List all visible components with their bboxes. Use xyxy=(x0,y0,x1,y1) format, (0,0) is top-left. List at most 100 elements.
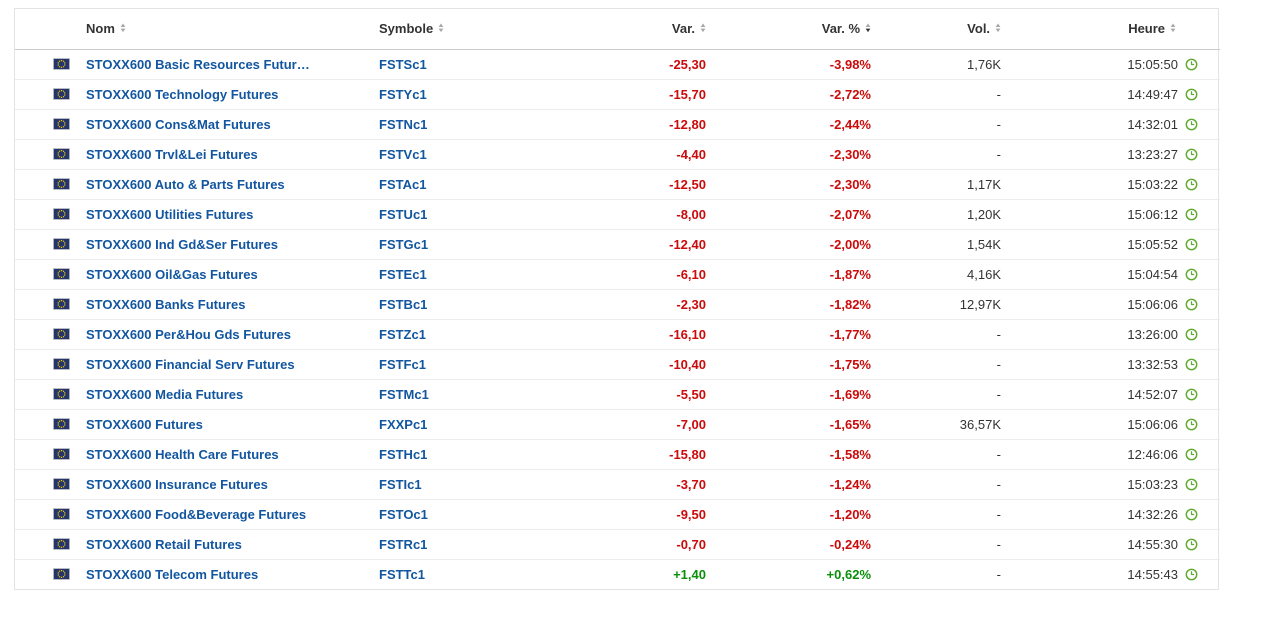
instrument-name-link[interactable]: STOXX600 Food&Beverage Futures xyxy=(86,506,307,522)
instrument-name-link[interactable]: STOXX600 Health Care Futures xyxy=(86,446,279,462)
instrument-name-link[interactable]: STOXX600 Banks Futures xyxy=(86,296,246,312)
change-percent-value: -3,98% xyxy=(829,56,871,72)
time-value: 15:03:23 xyxy=(1127,476,1178,492)
change-percent-value: -1,24% xyxy=(829,476,871,492)
eu-flag-icon xyxy=(53,388,70,400)
table-row: STOXX600 Banks Futures FSTBc1 -2,30 -1,8… xyxy=(15,289,1220,320)
symbol-text: FSTYc1 xyxy=(379,86,427,102)
clock-icon xyxy=(1185,238,1198,251)
clock-icon xyxy=(1185,178,1198,191)
symbol-text: FSTMc1 xyxy=(379,386,429,402)
column-header-label: Vol. xyxy=(967,21,991,37)
table-row: STOXX600 Insurance Futures FSTIc1 -3,70 … xyxy=(15,469,1220,500)
clock-icon xyxy=(1185,538,1198,551)
time-value: 13:32:53 xyxy=(1127,356,1178,372)
instrument-name-link[interactable]: STOXX600 Financial Serv Futures xyxy=(86,356,295,372)
change-value: -8,00 xyxy=(676,206,706,222)
eu-flag-icon xyxy=(53,148,70,160)
instrument-name-link[interactable]: STOXX600 Trvl&Lei Futures xyxy=(86,146,258,162)
column-header-label: Heure xyxy=(1128,21,1166,37)
table-row: STOXX600 Auto & Parts Futures FSTAc1 -12… xyxy=(15,169,1220,200)
column-header-symbole[interactable]: Symbole ▲ ▼ xyxy=(379,9,599,50)
eu-flag-icon xyxy=(53,418,70,430)
instrument-name-link[interactable]: STOXX600 Oil&Gas Futures xyxy=(86,266,258,282)
column-header-var[interactable]: Var. ▲ ▼ xyxy=(599,9,707,50)
table-body: STOXX600 Basic Resources Futur… FSTSc1 -… xyxy=(15,49,1220,589)
volume-value: - xyxy=(996,116,1001,132)
instrument-name-link[interactable]: STOXX600 Insurance Futures xyxy=(86,476,268,492)
symbol-text: FSTHc1 xyxy=(379,446,428,462)
table-row: STOXX600 Food&Beverage Futures FSTOc1 -9… xyxy=(15,499,1220,530)
time-value: 14:55:30 xyxy=(1127,536,1178,552)
change-percent-value: -1,65% xyxy=(829,416,871,432)
change-value: -16,10 xyxy=(669,326,706,342)
eu-flag-icon xyxy=(53,298,70,310)
clock-icon xyxy=(1185,208,1198,221)
change-value: -15,80 xyxy=(669,446,706,462)
column-header-label: Var. % xyxy=(821,21,861,37)
change-value: -4,40 xyxy=(676,146,706,162)
volume-value: - xyxy=(996,386,1001,402)
change-percent-value: -2,72% xyxy=(829,86,871,102)
volume-value: - xyxy=(996,446,1001,462)
time-value: 14:55:43 xyxy=(1127,566,1178,582)
instrument-name-link[interactable]: STOXX600 Telecom Futures xyxy=(86,566,259,582)
column-header-label: Nom xyxy=(86,21,115,37)
time-value: 13:26:00 xyxy=(1127,326,1178,342)
instrument-name-link[interactable]: STOXX600 Per&Hou Gds Futures xyxy=(86,326,291,342)
instrument-name-link[interactable]: STOXX600 Retail Futures xyxy=(86,536,242,552)
column-header-heure[interactable]: Heure ▲ ▼ xyxy=(1001,9,1220,50)
table-row: STOXX600 Retail Futures FSTRc1 -0,70 -0,… xyxy=(15,529,1220,560)
time-value: 15:06:06 xyxy=(1127,296,1178,312)
symbol-text: FSTBc1 xyxy=(379,296,428,312)
table-row: STOXX600 Media Futures FSTMc1 -5,50 -1,6… xyxy=(15,379,1220,410)
instrument-name-link[interactable]: STOXX600 Futures xyxy=(86,416,203,432)
time-value: 15:06:12 xyxy=(1127,206,1178,222)
change-percent-value: -2,00% xyxy=(829,236,871,252)
futures-table: Nom ▲ ▼ Symbole ▲ ▼ Var. ▲ ▼ Var. % ▲ ▼ Vol. ▲ ▼ H… xyxy=(15,9,1220,589)
sort-icon: ▲ ▼ xyxy=(1169,22,1178,34)
eu-flag-icon xyxy=(53,508,70,520)
volume-value: 1,76K xyxy=(967,56,1001,72)
time-value: 14:52:07 xyxy=(1127,386,1178,402)
clock-icon xyxy=(1185,478,1198,491)
column-header-var-pct[interactable]: Var. % ▲ ▼ xyxy=(706,9,872,50)
eu-flag-icon xyxy=(53,538,70,550)
instrument-name-link[interactable]: STOXX600 Media Futures xyxy=(86,386,244,402)
volume-value: - xyxy=(996,536,1001,552)
symbol-text: FSTZc1 xyxy=(379,326,426,342)
instrument-name-link[interactable]: STOXX600 Utilities Futures xyxy=(86,206,254,222)
futures-table-panel: Nom ▲ ▼ Symbole ▲ ▼ Var. ▲ ▼ Var. % ▲ ▼ Vol. ▲ ▼ H… xyxy=(14,8,1220,590)
table-row: STOXX600 Financial Serv Futures FSTFc1 -… xyxy=(15,349,1220,380)
volume-value: 1,54K xyxy=(967,236,1001,252)
change-value: -2,30 xyxy=(676,296,706,312)
change-percent-value: +0,62% xyxy=(826,566,871,582)
time-value: 12:46:06 xyxy=(1127,446,1178,462)
eu-flag-icon xyxy=(53,568,70,581)
change-value: -25,30 xyxy=(669,56,706,72)
table-row: STOXX600 Technology Futures FSTYc1 -15,7… xyxy=(15,79,1220,110)
change-percent-value: -1,58% xyxy=(829,446,871,462)
volume-value: - xyxy=(996,476,1001,492)
instrument-name-link[interactable]: STOXX600 Cons&Mat Futures xyxy=(86,116,271,132)
clock-icon xyxy=(1185,388,1198,401)
change-percent-value: -2,44% xyxy=(829,116,871,132)
clock-icon xyxy=(1185,358,1198,371)
instrument-name-link[interactable]: STOXX600 Technology Futures xyxy=(86,86,279,102)
instrument-name-link[interactable]: STOXX600 Basic Resources Futur… xyxy=(86,56,310,72)
table-row: STOXX600 Per&Hou Gds Futures FSTZc1 -16,… xyxy=(15,319,1220,350)
column-header-nom[interactable]: Nom ▲ ▼ xyxy=(15,9,379,50)
clock-icon xyxy=(1185,418,1198,431)
symbol-text: FSTGc1 xyxy=(379,236,429,252)
change-value: -0,70 xyxy=(676,536,706,552)
time-value: 14:32:01 xyxy=(1127,116,1178,132)
change-value: -15,70 xyxy=(669,86,706,102)
instrument-name-link[interactable]: STOXX600 Ind Gd&Ser Futures xyxy=(86,236,278,252)
column-header-vol[interactable]: Vol. ▲ ▼ xyxy=(871,9,1002,50)
sort-icon: ▲ ▼ xyxy=(118,22,127,34)
instrument-name-link[interactable]: STOXX600 Auto & Parts Futures xyxy=(86,176,285,192)
symbol-text: FSTVc1 xyxy=(379,146,427,162)
change-percent-value: -1,77% xyxy=(829,326,871,342)
change-percent-value: -2,30% xyxy=(829,146,871,162)
symbol-text: FSTNc1 xyxy=(379,116,428,132)
